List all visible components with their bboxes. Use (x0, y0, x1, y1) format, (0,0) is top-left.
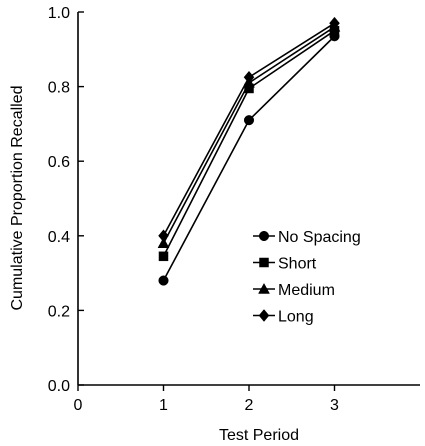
legend-label: Short (278, 256, 317, 273)
y-tick-label: 0.4 (48, 229, 70, 246)
y-tick-label: 1.0 (48, 5, 70, 22)
x-tick-label: 3 (330, 397, 339, 414)
x-tick-label: 2 (245, 397, 254, 414)
data-point-no-spacing (243, 115, 255, 126)
series-line-short (162, 29, 335, 257)
legend-item-short: Short (253, 256, 317, 273)
legend-marker-long (258, 309, 270, 322)
x-tick-label: 1 (159, 397, 168, 414)
data-point-long (158, 229, 169, 243)
legend-marker-medium (258, 282, 270, 294)
series-line-long (162, 22, 335, 237)
legend-item-no-spacing: No Spacing (253, 229, 361, 246)
legend-label: No Spacing (278, 229, 361, 246)
legend-marker-no-spacing (258, 230, 270, 242)
legend-marker-short (259, 257, 269, 268)
legend-label: Medium (278, 282, 335, 299)
data-point-medium (157, 237, 170, 249)
legend-item-long: Long (253, 309, 314, 326)
legend-label: Long (278, 309, 314, 326)
x-tick-label: 0 (74, 397, 83, 414)
axes (77, 12, 420, 386)
data-point-long (329, 16, 340, 30)
series-long (158, 16, 340, 243)
legend: No Spacing Short Medium Long (253, 229, 361, 326)
data-point-no-spacing (158, 275, 169, 286)
y-tick-label: 0.8 (48, 80, 70, 97)
y-tick-label: 0.0 (48, 378, 70, 395)
y-tick-label: 0.6 (48, 154, 70, 171)
data-point-long (243, 70, 255, 84)
data-point-short (158, 251, 169, 262)
series-line-medium (162, 26, 335, 244)
ticks: 0.0 0.2 0.4 0.6 0.8 1.0 0 1 2 3 (48, 5, 339, 414)
x-axis-title: Test Period (219, 427, 299, 444)
y-tick-label: 0.2 (48, 303, 70, 320)
series-short (158, 25, 340, 262)
series-layer (157, 16, 341, 286)
legend-item-medium: Medium (253, 282, 335, 299)
series-no-spacing (158, 31, 340, 286)
y-axis-title: Cumulative Proportion Recalled (9, 86, 26, 311)
